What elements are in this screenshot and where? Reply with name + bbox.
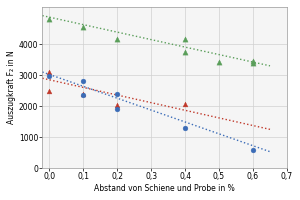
- Point: [183, 103, 188, 106]
- Point: [47, 70, 52, 73]
- Point: [47, 17, 52, 20]
- Point: [81, 25, 85, 28]
- Point: [115, 38, 119, 41]
- X-axis label: Abstand von Schiene und Probe in %: Abstand von Schiene und Probe in %: [94, 184, 235, 193]
- Point: [81, 79, 85, 82]
- Point: [183, 126, 188, 129]
- Point: [217, 61, 221, 64]
- Point: [183, 50, 188, 53]
- Point: [81, 93, 85, 96]
- Y-axis label: Auszugkraft F₂ in N: Auszugkraft F₂ in N: [7, 51, 16, 124]
- Point: [115, 108, 119, 111]
- Point: [183, 37, 188, 40]
- Point: [47, 74, 52, 77]
- Point: [47, 90, 52, 93]
- Point: [250, 148, 255, 151]
- Point: [115, 103, 119, 106]
- Point: [81, 93, 85, 96]
- Point: [115, 92, 119, 95]
- Point: [250, 59, 255, 62]
- Point: [250, 62, 255, 65]
